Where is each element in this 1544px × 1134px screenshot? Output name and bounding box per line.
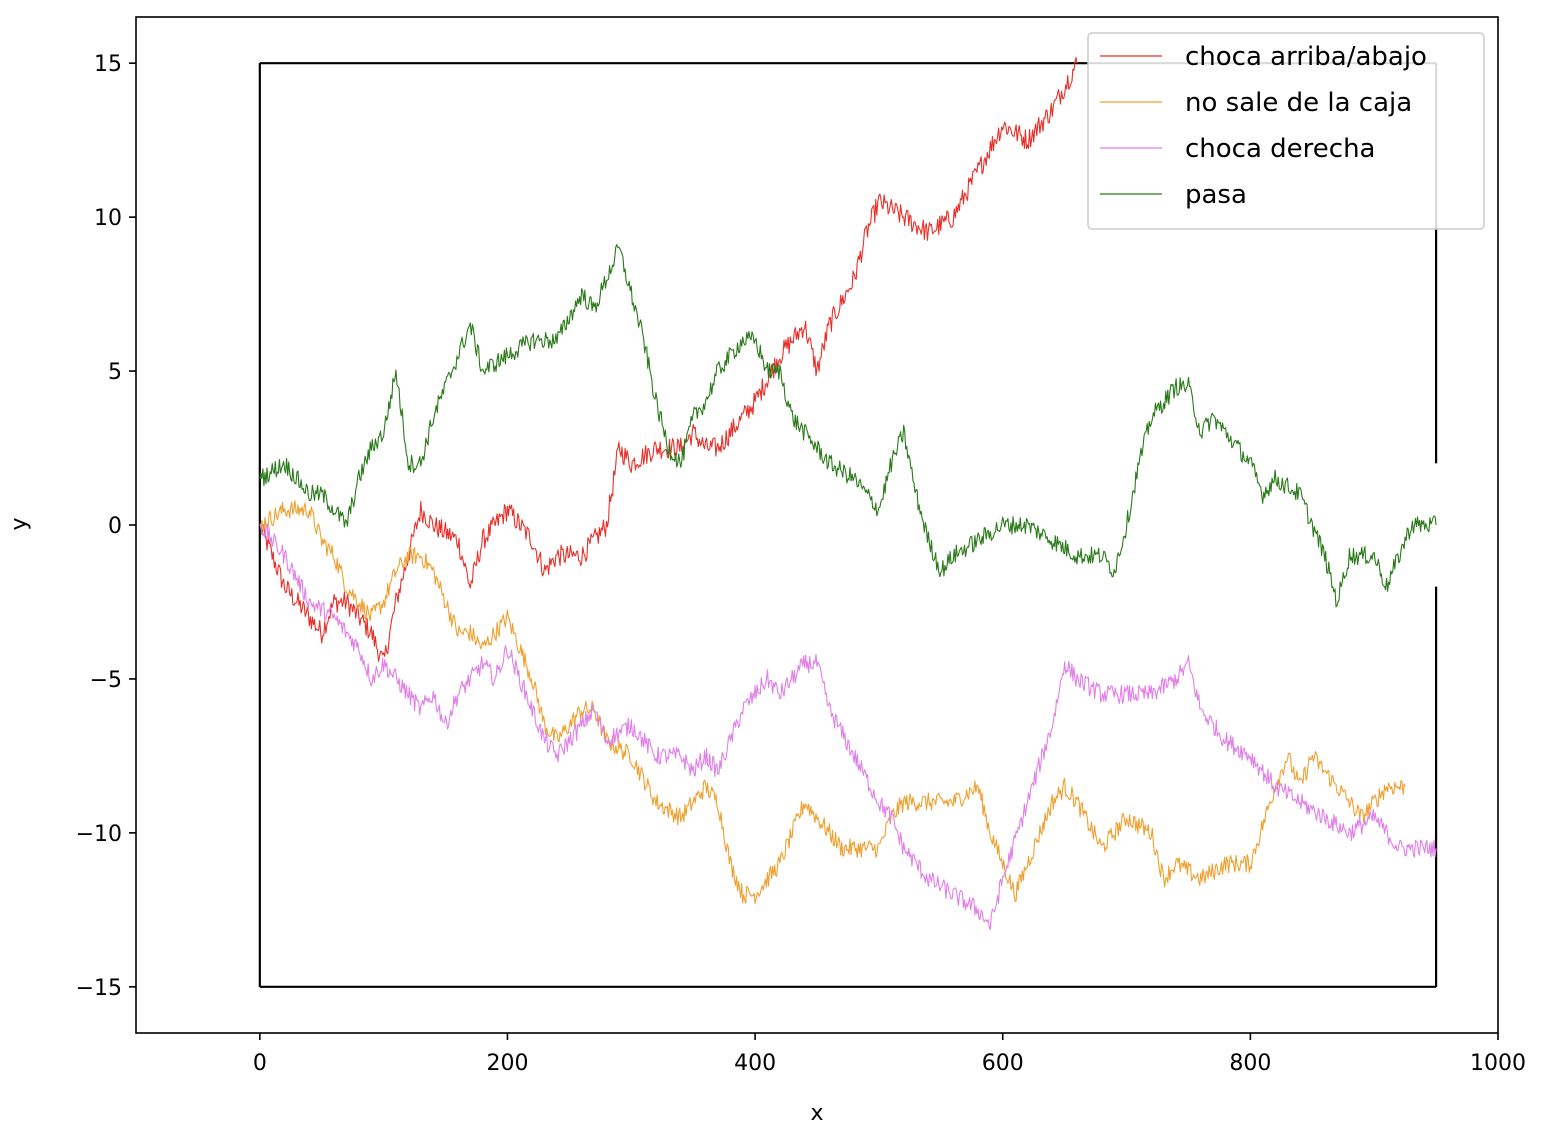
y-tick-label: −10: [76, 822, 122, 847]
x-tick-label: 600: [982, 1051, 1024, 1076]
legend-label: pasa: [1185, 180, 1247, 210]
series-line-0: [259, 56, 1078, 662]
x-axis-label: x: [810, 1101, 823, 1126]
legend-frame: [1087, 32, 1485, 230]
x-tick-label: 800: [1229, 1051, 1271, 1076]
y-tick-label: −5: [90, 668, 122, 693]
y-axis-label: y: [7, 517, 32, 530]
series-layer: [259, 56, 1437, 930]
legend-label: no sale de la caja: [1185, 88, 1412, 118]
y-tick-label: 0: [108, 514, 122, 539]
x-axis-ticks: 0 200 400 600 800 1000: [253, 1033, 1526, 1076]
y-tick-label: −15: [76, 976, 122, 1001]
y-tick-label: 15: [94, 52, 122, 77]
y-tick-label: 5: [108, 360, 122, 385]
y-axis-ticks: −15 −10 −5 0 5 10 15: [76, 52, 136, 1001]
series-line-2: [259, 524, 1437, 930]
y-tick-label: 10: [94, 206, 122, 231]
x-tick-label: 0: [253, 1051, 267, 1076]
legend-label: choca derecha: [1185, 134, 1376, 164]
legend: choca arriba/abajo no sale de la caja choc…: [1087, 32, 1485, 230]
x-tick-label: 1000: [1470, 1051, 1526, 1076]
legend-label: choca arriba/abajo: [1185, 42, 1427, 72]
series-line-1: [259, 500, 1406, 904]
series-line-3: [259, 244, 1437, 608]
x-tick-label: 400: [734, 1051, 776, 1076]
x-tick-label: 200: [486, 1051, 528, 1076]
